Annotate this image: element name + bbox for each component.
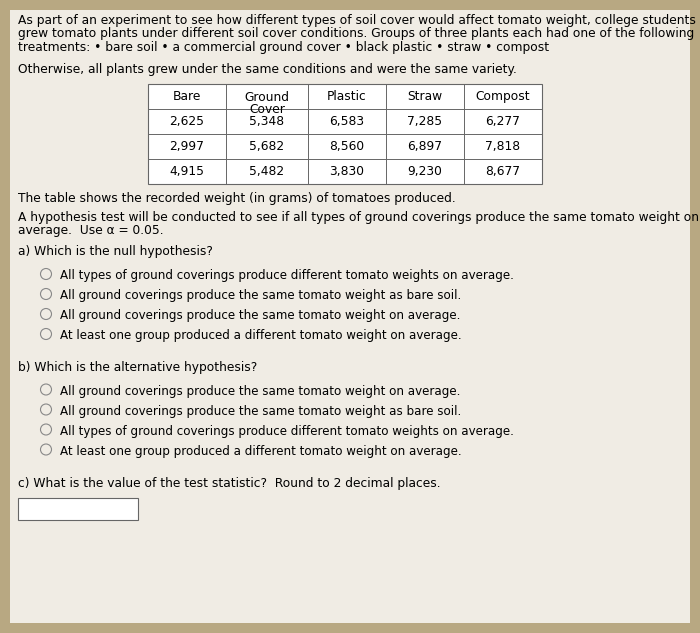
Text: c) What is the value of the test statistic?  Round to 2 decimal places.: c) What is the value of the test statist… — [18, 477, 440, 489]
Text: 2,997: 2,997 — [169, 140, 204, 153]
Bar — [18, 498, 138, 520]
Text: The table shows the recorded weight (in grams) of tomatoes produced.: The table shows the recorded weight (in … — [18, 192, 456, 205]
Text: 5,482: 5,482 — [249, 165, 285, 178]
Text: At least one group produced a different tomato weight on average.: At least one group produced a different … — [60, 329, 461, 342]
Text: Straw: Straw — [407, 90, 442, 103]
Text: 5,348: 5,348 — [249, 115, 285, 128]
Circle shape — [41, 329, 52, 339]
Text: Bare: Bare — [173, 90, 201, 103]
Text: 7,285: 7,285 — [407, 115, 442, 128]
Text: Ground: Ground — [244, 91, 290, 104]
Text: 6,277: 6,277 — [486, 115, 520, 128]
Text: All ground coverings produce the same tomato weight as bare soil.: All ground coverings produce the same to… — [60, 289, 461, 302]
Text: A hypothesis test will be conducted to see if all types of ground coverings prod: A hypothesis test will be conducted to s… — [18, 211, 699, 223]
Text: Compost: Compost — [476, 90, 531, 103]
Text: grew tomato plants under different soil cover conditions. Groups of three plants: grew tomato plants under different soil … — [18, 27, 694, 41]
Circle shape — [41, 268, 52, 280]
Text: All types of ground coverings produce different tomato weights on average.: All types of ground coverings produce di… — [60, 269, 514, 282]
Text: Plastic: Plastic — [327, 90, 367, 103]
Circle shape — [41, 289, 52, 299]
Text: At least one group produced a different tomato weight on average.: At least one group produced a different … — [60, 444, 461, 458]
Text: As part of an experiment to see how different types of soil cover would affect t: As part of an experiment to see how diff… — [18, 14, 696, 27]
Text: 6,583: 6,583 — [330, 115, 365, 128]
Circle shape — [41, 444, 52, 455]
Text: 3,830: 3,830 — [330, 165, 365, 178]
Circle shape — [41, 384, 52, 395]
Bar — [148, 84, 542, 184]
Text: 6,897: 6,897 — [407, 140, 442, 153]
Text: 7,818: 7,818 — [485, 140, 521, 153]
Text: average.  Use α = 0.05.: average. Use α = 0.05. — [18, 224, 164, 237]
Text: 5,682: 5,682 — [249, 140, 285, 153]
Text: a) Which is the null hypothesis?: a) Which is the null hypothesis? — [18, 246, 213, 258]
Text: All types of ground coverings produce different tomato weights on average.: All types of ground coverings produce di… — [60, 425, 514, 437]
Text: All ground coverings produce the same tomato weight on average.: All ground coverings produce the same to… — [60, 309, 461, 322]
Text: All ground coverings produce the same tomato weight on average.: All ground coverings produce the same to… — [60, 384, 461, 398]
Text: Cover: Cover — [249, 103, 285, 116]
Text: 9,230: 9,230 — [407, 165, 442, 178]
Text: b) Which is the alternative hypothesis?: b) Which is the alternative hypothesis? — [18, 361, 258, 374]
Text: 2,625: 2,625 — [169, 115, 204, 128]
Circle shape — [41, 308, 52, 320]
Circle shape — [41, 424, 52, 435]
Text: All ground coverings produce the same tomato weight as bare soil.: All ground coverings produce the same to… — [60, 404, 461, 418]
Text: 8,677: 8,677 — [486, 165, 521, 178]
Text: Otherwise, all plants grew under the same conditions and were the same variety.: Otherwise, all plants grew under the sam… — [18, 63, 517, 75]
Text: 4,915: 4,915 — [169, 165, 204, 178]
Text: 8,560: 8,560 — [330, 140, 365, 153]
Text: treatments: • bare soil • a commercial ground cover • black plastic • straw • co: treatments: • bare soil • a commercial g… — [18, 41, 549, 54]
Circle shape — [41, 404, 52, 415]
